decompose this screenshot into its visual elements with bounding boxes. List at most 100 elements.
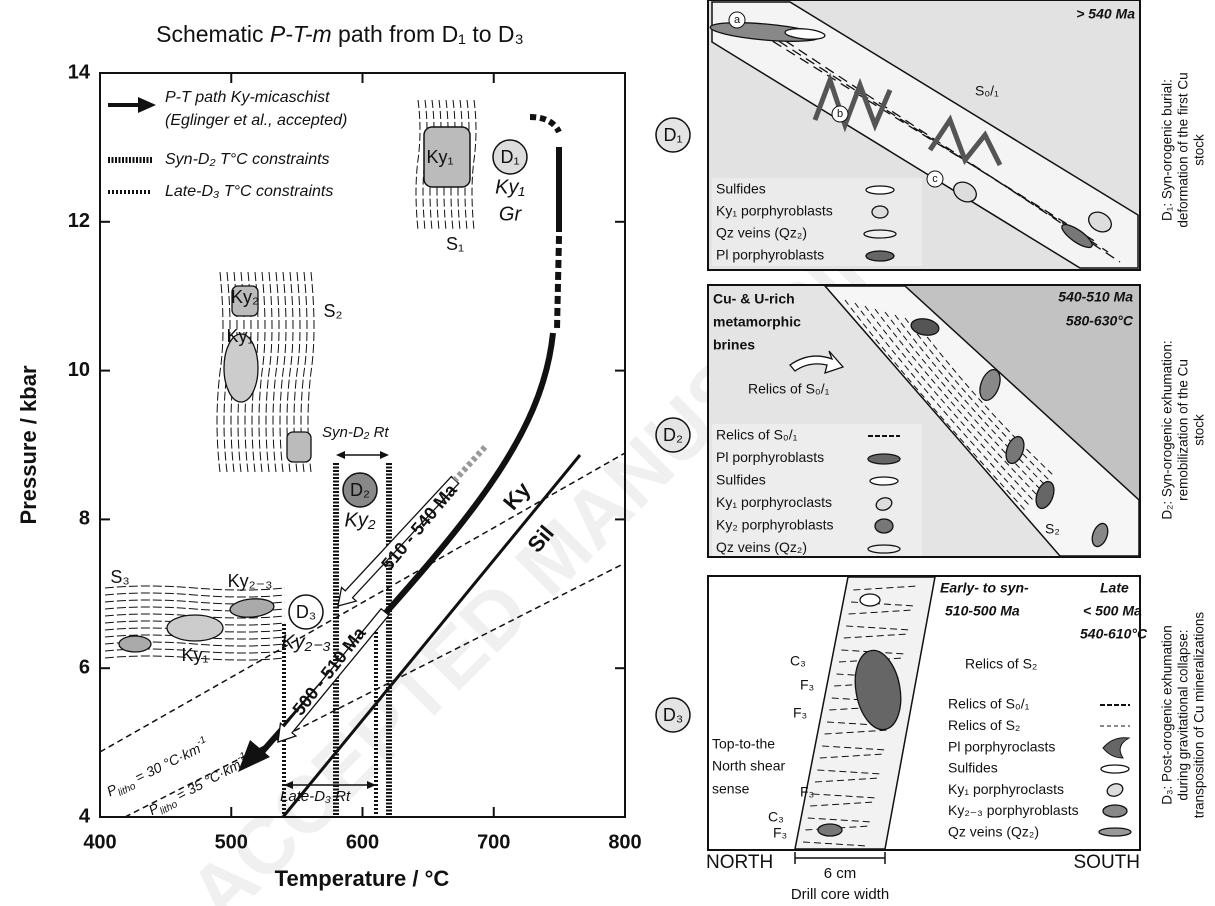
foliation xyxy=(216,271,224,473)
x-tick-label: 600 xyxy=(346,831,379,853)
label: D₁ xyxy=(500,147,519,167)
grain xyxy=(1005,435,1025,465)
arrowhead xyxy=(367,781,376,789)
label: Qz veins (Qz₂) xyxy=(716,539,807,555)
label: Ky₁ porphyroclasts xyxy=(948,781,1064,797)
title-part: path from D₁ to D₃ xyxy=(332,21,524,47)
label: SOUTH xyxy=(1074,852,1141,873)
title-part: Schematic xyxy=(156,21,270,47)
label: Sulfides xyxy=(716,472,766,488)
label: a xyxy=(734,14,741,26)
x-tick-label: 500 xyxy=(215,831,248,853)
x-tick-label: 700 xyxy=(477,831,510,853)
foliation xyxy=(104,585,286,591)
label: Ky₂₋₃ xyxy=(281,631,331,653)
x-tick-label: 800 xyxy=(608,831,641,853)
brine-arrow xyxy=(789,350,845,374)
grain xyxy=(953,181,977,203)
stage-circle xyxy=(492,139,528,175)
porphyroblast xyxy=(423,126,471,188)
label: 510-500 Ma xyxy=(945,603,1020,619)
label: Late-D₃ Rt xyxy=(280,788,351,805)
ky-sil-line xyxy=(281,454,582,818)
y-tick-label: 14 xyxy=(68,61,91,83)
label: North shear xyxy=(712,758,785,774)
label: Top-to-the xyxy=(712,736,775,752)
legend-symbol xyxy=(867,544,901,554)
legend-symbol xyxy=(875,497,893,511)
foliation xyxy=(104,606,286,612)
foliation xyxy=(471,99,477,231)
porphyroblast xyxy=(286,431,312,463)
foliation xyxy=(771,31,1121,263)
panel-caption: remobilization of the Cu xyxy=(1176,359,1191,501)
grain xyxy=(1035,480,1055,510)
label: C₃ xyxy=(790,653,806,669)
foliation xyxy=(884,311,1042,491)
label: Ky₁ porphyroblasts xyxy=(716,203,833,219)
label: S₀/₁ xyxy=(975,83,999,99)
legend-symbol xyxy=(1102,737,1131,759)
porphyroblast xyxy=(229,598,275,618)
arrowhead xyxy=(380,451,389,459)
y-tick-label: 6 xyxy=(79,656,90,678)
foliation xyxy=(854,302,1030,506)
label: brines xyxy=(713,337,755,353)
label-part: -1 xyxy=(195,735,208,749)
pt-path xyxy=(554,235,562,331)
panel-caption: D₁: Syn-orogenic burial: xyxy=(1160,79,1175,221)
fabric-label: Ky₁ xyxy=(226,326,253,346)
label: b xyxy=(837,108,843,120)
label: Late xyxy=(1100,580,1129,596)
label: 6 cm xyxy=(824,865,857,882)
label: > 540 Ma xyxy=(1076,6,1135,22)
grain xyxy=(1061,223,1093,249)
label: Ky₂₋₃ porphyroblasts xyxy=(948,802,1079,818)
stage-marker xyxy=(655,697,691,733)
y-axis-label: Pressure / kbar xyxy=(16,365,41,524)
panel-caption: during gravitational collapse: xyxy=(1176,629,1191,800)
pt-arrow xyxy=(238,740,270,772)
shear-band xyxy=(823,285,1140,557)
label: F₃ xyxy=(793,705,807,721)
label: 540-510 Ma xyxy=(1058,289,1133,305)
dashed-path xyxy=(452,444,488,483)
foliation xyxy=(751,23,1109,253)
legend-text: (Eglinger et al., accepted) xyxy=(165,112,347,129)
label: Gr xyxy=(499,203,523,225)
label: Ky₁ xyxy=(495,176,525,198)
fabric-label: Ky₂₋₃ xyxy=(228,571,273,591)
label: c xyxy=(932,173,938,185)
label: D₂ xyxy=(350,480,370,500)
fabric-label: Ky₂ xyxy=(231,287,259,307)
porphyroblast xyxy=(166,614,224,642)
arrowhead xyxy=(284,781,293,789)
x-tick-label: 400 xyxy=(83,831,116,853)
foliation xyxy=(731,15,1097,243)
label: Ky₂ xyxy=(345,509,376,531)
point-marker xyxy=(728,11,746,29)
label: Sulfides xyxy=(948,760,998,776)
foliation xyxy=(864,305,1034,501)
grain xyxy=(979,369,1001,401)
label: Pl porphyroblasts xyxy=(716,247,824,263)
porphyroblast xyxy=(231,285,259,317)
label: < 500 Ma xyxy=(1083,603,1142,619)
age-arrow xyxy=(277,607,390,743)
label: F₃ xyxy=(800,677,814,693)
stage-circle xyxy=(288,594,324,630)
y-tick-label: 10 xyxy=(68,359,90,381)
point-marker xyxy=(926,170,944,188)
label: NORTH xyxy=(706,852,773,873)
panel-caption: D₃: Post-orogenic exhumation xyxy=(1160,625,1175,805)
grain xyxy=(817,823,843,837)
legend-symbol xyxy=(865,250,895,262)
legend-symbol xyxy=(867,453,901,465)
label: Relics of S₂ xyxy=(965,656,1037,672)
label: D₃ xyxy=(663,705,683,725)
label: Relics of S₀/₁ xyxy=(748,381,830,397)
label: Sulfides xyxy=(716,181,766,197)
label: Qz veins (Qz₂) xyxy=(948,824,1039,840)
legend-text: P-T path Ky-micaschist xyxy=(165,89,330,106)
